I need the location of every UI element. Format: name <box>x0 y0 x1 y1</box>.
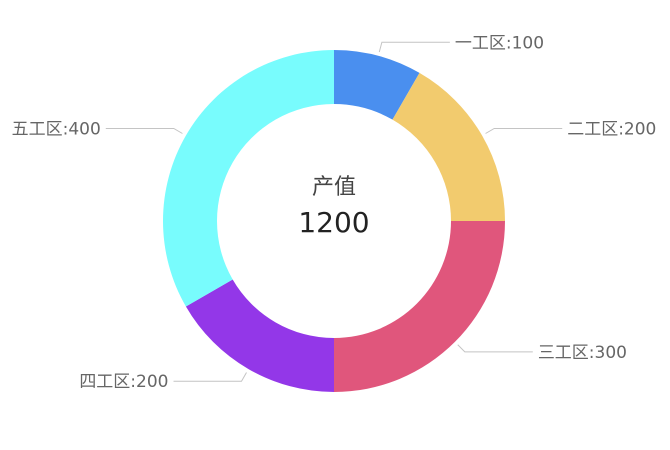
slice-4 <box>185 279 334 392</box>
slices-group <box>163 50 505 392</box>
slice-labels-group: 一工区:100 二工区:200 三工区:300 四工区:200 五工区:400 <box>12 33 657 392</box>
slice-5 <box>163 50 334 307</box>
slice-5-label: 五工区:400 <box>12 120 101 140</box>
slice-3-label: 三工区:300 <box>538 343 627 363</box>
slice-2 <box>392 72 505 221</box>
slice-4-label: 四工区:200 <box>79 372 168 392</box>
center-value: 1200 <box>298 206 369 239</box>
slice-3-leader-line <box>457 344 533 353</box>
slice-1 <box>334 50 420 120</box>
slice-2-label: 二工区:200 <box>567 120 656 140</box>
slice-3 <box>334 221 505 392</box>
slice-2-leader-line <box>485 128 563 134</box>
center-title: 产值 <box>312 175 356 200</box>
slice-5-leader-line <box>105 128 183 134</box>
slice-1-label: 一工区:100 <box>455 33 544 53</box>
slice-1-leader-line <box>378 41 450 53</box>
slice-4-leader-line <box>173 372 247 382</box>
leader-lines-group <box>105 41 563 382</box>
